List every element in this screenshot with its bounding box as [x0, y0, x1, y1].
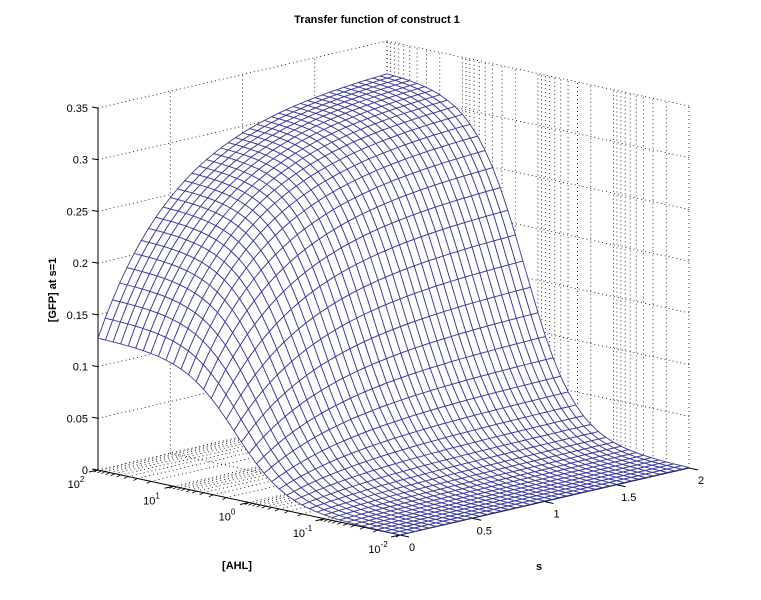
ahl-minor-tick — [110, 473, 115, 476]
ahl-tick-label: 100 — [219, 508, 236, 524]
z-axis-label: [GFP] at s=1 — [47, 258, 59, 323]
ahl-minor-tick — [248, 502, 253, 506]
z-tick-label: 0.1 — [73, 362, 88, 374]
s-tick — [399, 534, 410, 538]
ahl-minor-tick — [105, 472, 110, 475]
ahl-minor-tick — [284, 510, 289, 514]
ahl-minor-tick — [252, 503, 257, 507]
ahl-tick-exponent: -1 — [305, 524, 313, 533]
ahl-minor-tick — [332, 520, 337, 524]
z-tick — [91, 261, 99, 264]
ahl-tick-label: 10-1 — [293, 524, 313, 540]
ahl-minor-tick — [172, 486, 178, 490]
grid-line — [97, 40, 388, 109]
s-tick-label: 0 — [409, 542, 415, 554]
ahl-minor-tick — [199, 492, 204, 496]
z-tick-label: 0.25 — [67, 206, 88, 218]
z-tick-label: 0.2 — [73, 258, 88, 270]
z-tick — [91, 158, 99, 161]
mesh-cell — [391, 530, 408, 536]
ahl-minor-tick — [267, 507, 272, 510]
ahl-minor-tick — [350, 524, 355, 528]
s-tick-label: 2 — [698, 475, 704, 487]
ahl-minor-tick — [146, 481, 151, 484]
surface-mesh — [97, 73, 690, 536]
z-tick — [91, 313, 99, 316]
ahl-tick-exponent: 1 — [155, 491, 160, 500]
ahl-tick — [164, 485, 174, 489]
ahl-tick-label: 10-2 — [368, 540, 388, 556]
z-tick — [91, 209, 99, 212]
chart-title: Transfer function of construct 1 — [294, 14, 460, 26]
z-tick-label: 0.05 — [67, 413, 88, 425]
ahl-minor-tick — [256, 504, 261, 508]
ahl-minor-tick — [181, 488, 186, 492]
ahl-minor-tick — [97, 470, 102, 474]
ahl-tick — [315, 518, 325, 522]
ahl-tick — [88, 469, 99, 473]
ahl-tick-exponent: -2 — [381, 540, 389, 549]
z-tick-label: 0 — [82, 465, 88, 477]
ahl-minor-tick — [373, 529, 378, 533]
z-tick — [91, 106, 99, 109]
ahl-minor-tick — [222, 497, 227, 500]
x-axis-label: [AHL] — [222, 560, 252, 572]
ahl-minor-tick — [192, 490, 197, 494]
z-tick — [91, 365, 99, 368]
ahl-minor-tick — [208, 494, 214, 498]
s-tick — [544, 501, 554, 504]
ahl-minor-tick — [133, 478, 138, 481]
ahl-minor-tick — [186, 489, 191, 493]
ahl-minor-tick — [337, 521, 342, 525]
ahl-tick-label: 102 — [68, 475, 85, 491]
ahl-tick — [239, 502, 250, 505]
y-axis-label: s — [536, 561, 542, 573]
ahl-tick-exponent: 0 — [231, 508, 236, 517]
ahl-minor-tick — [359, 526, 365, 530]
ahl-minor-tick — [101, 471, 106, 474]
z-tick-label: 0.35 — [67, 103, 88, 115]
z-tick-label: 0.15 — [67, 310, 88, 322]
ahl-minor-tick — [297, 513, 302, 517]
ahl-minor-tick — [116, 474, 121, 478]
s-tick-label: 1.5 — [621, 492, 636, 504]
z-tick — [91, 416, 99, 419]
s-tick — [472, 517, 482, 521]
ahl-minor-tick — [123, 476, 129, 479]
s-tick-label: 0.5 — [477, 525, 492, 537]
s-tick-label: 1 — [553, 509, 559, 521]
ahl-tick — [390, 534, 401, 538]
ahl-tick-label: 101 — [143, 491, 160, 507]
ahl-minor-tick — [261, 505, 266, 509]
s-tick — [616, 484, 626, 488]
ahl-minor-tick — [327, 519, 332, 523]
ahl-minor-tick — [274, 508, 280, 512]
ahl-minor-tick — [323, 519, 329, 522]
ahl-minor-tick — [176, 487, 181, 491]
ahl-minor-tick — [343, 523, 348, 526]
z-tick-label: 0.3 — [73, 155, 88, 167]
grid-line — [97, 92, 388, 161]
s-tick — [688, 467, 699, 471]
ahl-tick-exponent: 2 — [80, 475, 85, 484]
